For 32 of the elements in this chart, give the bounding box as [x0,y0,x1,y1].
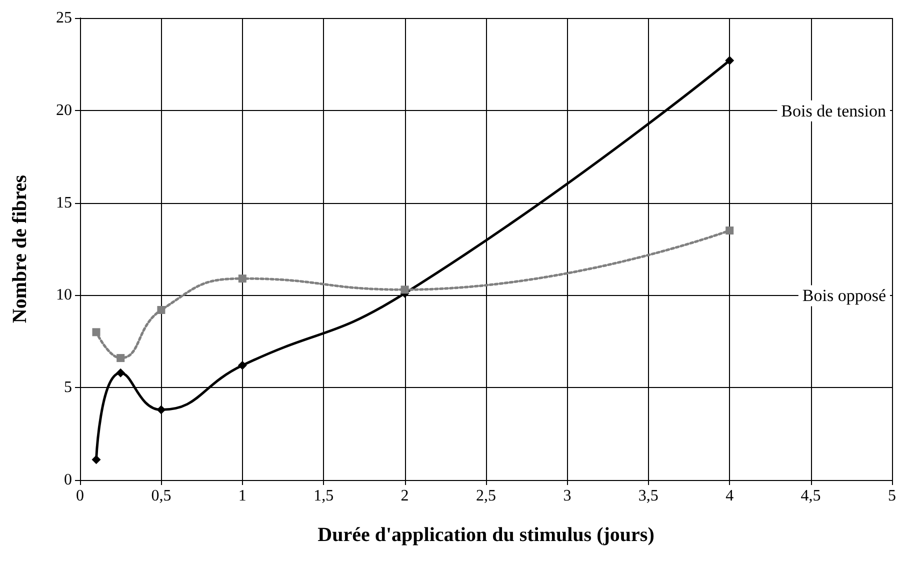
x-tick-label: 0,5 [151,488,172,504]
point [156,405,166,414]
x-tick-label: 0 [76,488,84,504]
point [116,354,125,362]
x-tick-label: 1 [238,488,246,504]
y-tick-label: 10 [56,286,72,304]
y-tick-label: 0 [64,472,72,488]
text: Bois de tension [781,101,886,120]
x-tick-label: 4,5 [800,488,821,504]
point [400,286,409,294]
text: Bois opposé [802,286,886,306]
point [92,455,101,464]
y-tick-label: 25 [56,10,72,26]
y-axis-title: Nombre de fibres [9,174,31,324]
y-tick-label: 15 [56,194,72,212]
point [238,360,247,370]
x-tick-label: 3,5 [638,488,658,504]
point [157,306,166,314]
x-tick-label: 1,5 [314,488,334,504]
x-axis-title: Durée d'application du stimulus (jours) [318,524,654,546]
x-tick-label: 4 [726,488,734,504]
y-tick-label: 5 [64,379,72,396]
y-tick-label: 20 [56,102,72,119]
x-tick-label: 2 [400,488,409,504]
point [725,56,734,66]
x-tick-label: 2,5 [476,488,496,504]
point [726,226,734,235]
x-tick-label: 5 [888,488,896,504]
point [238,274,246,283]
point [92,328,100,336]
point [116,368,126,378]
x-tick-label: 3 [563,488,572,504]
